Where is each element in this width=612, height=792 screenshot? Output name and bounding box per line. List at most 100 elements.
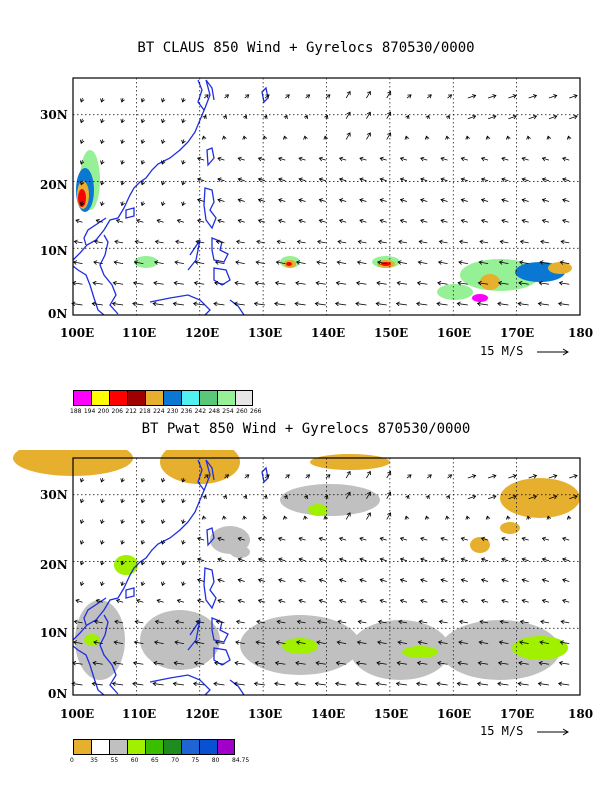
wind-vector	[217, 177, 225, 182]
wind-vector	[420, 578, 428, 583]
wind-vector	[379, 598, 387, 604]
wind-vector	[120, 159, 125, 165]
colorbar-label: 0	[70, 757, 74, 764]
wind-vector	[518, 280, 529, 286]
panel2-lon-180: 180	[568, 707, 594, 721]
wind-vector	[79, 581, 85, 587]
colorbar-label: 200	[97, 408, 110, 415]
coastline-segment	[187, 239, 201, 271]
panel2-title: BT Pwat 850 Wind + Gyrelocs 870530/0000	[141, 421, 471, 437]
wind-vector	[338, 598, 347, 604]
wind-vector	[355, 660, 367, 666]
colorbar-swatch	[91, 390, 109, 406]
wind-vector	[79, 560, 85, 566]
colorbar-label: 80	[211, 757, 220, 764]
colorbar-label: 224	[153, 408, 165, 415]
panel1-lon-150e: 150E	[374, 326, 409, 340]
wind-vector	[244, 474, 250, 479]
panel1-vector-ref-label: 15 M/S	[480, 344, 524, 358]
wind-vector	[91, 301, 103, 307]
panel2-vector-ref-label: 15 M/S	[480, 724, 524, 738]
wind-vector	[217, 198, 225, 203]
wind-vector	[505, 515, 511, 520]
wind-vector	[335, 280, 347, 286]
wind-vector	[181, 159, 186, 165]
wind-vector	[257, 218, 266, 224]
wind-vector	[560, 239, 570, 245]
wind-vector	[244, 94, 250, 99]
wind-vector	[569, 94, 578, 99]
wind-vector	[278, 156, 286, 162]
wind-vector	[234, 660, 245, 666]
wind-vector	[338, 177, 347, 182]
coastline-segment	[229, 679, 245, 696]
coastline-segment	[72, 79, 211, 261]
wind-vector	[334, 681, 347, 687]
wind-vector	[120, 118, 125, 124]
pwat-region	[308, 504, 328, 516]
wind-vector	[181, 97, 186, 103]
wind-vector	[294, 301, 306, 307]
wind-vector	[235, 619, 245, 625]
wind-vector	[140, 159, 146, 165]
wind-vector	[233, 681, 245, 687]
wind-vector	[196, 156, 205, 162]
wind-vector	[154, 239, 164, 245]
wind-vector	[366, 512, 371, 520]
wind-vector	[100, 118, 105, 124]
wind-vector	[357, 619, 367, 625]
wind-vector	[173, 280, 184, 286]
wind-vector	[120, 97, 125, 103]
wind-vector	[519, 619, 529, 625]
wind-vector	[193, 660, 205, 666]
wind-vector	[285, 94, 290, 99]
wind-vector	[316, 260, 326, 265]
wind-vector	[386, 491, 392, 499]
pwat-region	[350, 620, 450, 680]
coastline-segment	[197, 459, 205, 491]
wind-vector	[548, 494, 558, 500]
colorbar-swatch	[109, 739, 127, 755]
wind-vector	[562, 578, 570, 583]
wind-vector	[335, 660, 347, 666]
wind-vector	[519, 640, 529, 645]
wind-vector	[278, 198, 286, 203]
wind-vector	[420, 218, 428, 224]
wind-vector	[93, 640, 103, 645]
wind-vector	[296, 619, 306, 625]
wind-vector	[420, 177, 428, 182]
wind-vector	[298, 218, 306, 224]
wind-vector	[120, 519, 125, 525]
coastline-segment	[125, 587, 135, 599]
wind-vector	[456, 301, 468, 307]
wind-vector	[196, 218, 205, 224]
colorbar-swatch	[91, 739, 109, 755]
wind-vector	[278, 598, 286, 604]
wind-vector	[111, 681, 124, 687]
wind-vector	[377, 260, 387, 265]
wind-vector	[254, 280, 266, 286]
wind-vector	[234, 280, 245, 286]
pwat-region	[140, 610, 220, 670]
panel2-lon-140e: 140E	[311, 707, 346, 721]
pwat-region	[230, 546, 250, 558]
wind-vector	[460, 177, 468, 182]
colorbar-label: 55	[110, 757, 119, 764]
panel1-vector-ref-arrow	[537, 348, 569, 356]
wind-vector	[255, 640, 266, 645]
wind-vector	[196, 198, 205, 203]
wind-vector	[445, 135, 450, 140]
wind-vector	[202, 494, 207, 500]
wind-vector	[505, 135, 511, 140]
wind-vector	[355, 280, 367, 286]
wind-vector	[541, 598, 550, 604]
wind-vector	[318, 536, 326, 542]
wind-vector	[303, 515, 308, 520]
wind-vector	[237, 218, 245, 224]
wind-vector	[377, 640, 387, 645]
wind-vector	[315, 660, 326, 666]
wind-vector	[224, 94, 230, 99]
wind-vector	[562, 536, 570, 542]
wind-vector	[460, 557, 468, 562]
wind-vector	[132, 301, 144, 307]
